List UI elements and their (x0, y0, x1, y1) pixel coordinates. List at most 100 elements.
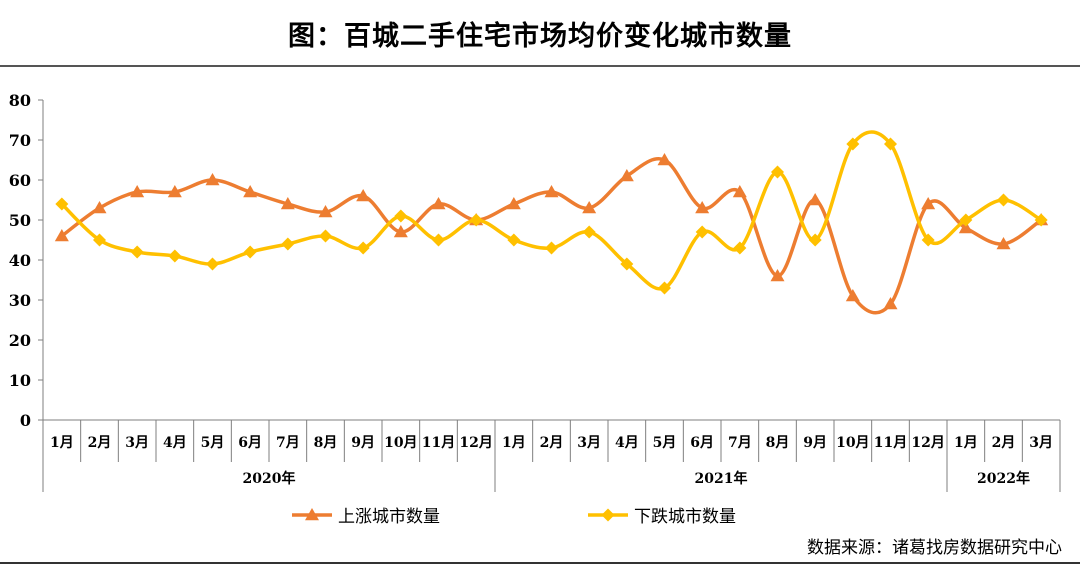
data-point-fall (921, 233, 935, 247)
x-tick-label: 7月 (276, 435, 300, 451)
footer-divider (0, 562, 1080, 564)
legend-label: 上涨城市数量 (338, 507, 440, 527)
data-point-fall (319, 229, 332, 243)
x-tick-label: 1月 (954, 435, 978, 451)
data-point-fall (582, 225, 596, 239)
data-point-rise (544, 185, 559, 198)
data-point-rise (921, 197, 936, 210)
data-point-rise (883, 297, 898, 310)
data-point-fall (658, 281, 671, 295)
y-tick-label: 20 (9, 331, 31, 350)
data-point-fall (394, 209, 408, 223)
legend-marker (601, 508, 615, 522)
data-point-fall (469, 213, 483, 227)
x-tick-label: 11月 (874, 435, 907, 451)
data-point-fall (243, 245, 257, 259)
source-note: 数据来源：诸葛找房数据研究中心 (807, 538, 1062, 558)
x-tick-label: 6月 (690, 435, 714, 451)
data-point-fall (1034, 213, 1048, 227)
data-point-fall (281, 237, 295, 251)
data-point-fall (507, 233, 521, 247)
x-tick-label: 6月 (238, 435, 262, 451)
data-point-rise (996, 237, 1011, 250)
legend-marker (305, 508, 319, 521)
x-tick-label: 9月 (351, 435, 375, 451)
data-point-rise (130, 185, 145, 198)
data-point-rise (657, 153, 672, 166)
data-point-rise (732, 185, 747, 198)
y-tick-label: 40 (9, 251, 31, 270)
data-point-rise (280, 197, 295, 210)
data-point-rise (54, 229, 69, 242)
y-tick-label: 70 (9, 131, 31, 150)
x-tick-label: 10月 (836, 435, 869, 451)
y-tick-label: 10 (9, 371, 31, 390)
y-tick-label: 30 (9, 291, 31, 310)
x-tick-label: 4月 (615, 435, 639, 451)
data-point-rise (770, 269, 785, 282)
y-tick-label: 0 (20, 411, 31, 430)
data-point-rise (92, 201, 107, 214)
x-tick-label: 8月 (314, 435, 338, 451)
data-point-rise (205, 173, 220, 186)
data-point-rise (619, 169, 634, 182)
data-point-rise (808, 193, 823, 206)
year-group-label: 2022年 (977, 470, 1030, 487)
x-tick-label: 3月 (125, 435, 149, 451)
data-point-rise (393, 225, 408, 238)
data-point-rise (695, 201, 710, 214)
x-tick-label: 8月 (766, 435, 790, 451)
data-point-fall (733, 241, 747, 255)
data-point-fall (55, 197, 69, 211)
data-point-rise (506, 197, 521, 210)
data-point-fall (93, 233, 106, 247)
data-point-fall (356, 241, 370, 255)
x-tick-label: 12月 (459, 435, 492, 451)
data-point-fall (771, 165, 784, 179)
x-tick-label: 12月 (911, 435, 944, 451)
year-group-label: 2020年 (243, 470, 296, 487)
y-tick-label: 80 (9, 91, 31, 110)
chart-title: 图：百城二手住宅市场均价变化城市数量 (288, 21, 792, 52)
x-tick-label: 3月 (577, 435, 601, 451)
title-divider (0, 65, 1080, 67)
data-point-rise (167, 185, 182, 198)
x-tick-label: 1月 (502, 435, 526, 451)
data-point-rise (582, 201, 597, 214)
data-point-fall (130, 245, 144, 259)
x-tick-label: 2月 (992, 435, 1016, 451)
data-point-fall (168, 249, 182, 263)
y-tick-label: 50 (9, 211, 31, 230)
data-point-fall (997, 193, 1010, 207)
x-tick-label: 3月 (1029, 435, 1053, 451)
x-tick-label: 2月 (540, 435, 564, 451)
x-tick-label: 2月 (88, 435, 112, 451)
legend-label: 下跌城市数量 (634, 507, 736, 527)
data-point-fall (206, 257, 219, 271)
data-point-rise (431, 197, 446, 210)
x-tick-label: 9月 (803, 435, 827, 451)
data-point-rise (318, 205, 333, 218)
x-tick-label: 1月 (50, 435, 74, 451)
data-point-fall (695, 225, 709, 239)
x-tick-label: 7月 (728, 435, 752, 451)
data-point-rise (356, 189, 371, 202)
y-tick-label: 60 (9, 171, 31, 190)
x-tick-label: 5月 (201, 435, 225, 451)
x-tick-label: 11月 (422, 435, 455, 451)
series-line-fall (60, 130, 1043, 291)
data-point-fall (432, 233, 445, 247)
data-point-fall (620, 257, 634, 271)
data-point-rise (845, 289, 860, 302)
data-point-fall (808, 233, 822, 247)
x-tick-label: 5月 (653, 435, 677, 451)
x-tick-label: 4月 (163, 435, 187, 451)
x-tick-label: 10月 (384, 435, 417, 451)
data-point-fall (959, 213, 973, 227)
year-group-label: 2021年 (695, 470, 748, 487)
data-point-rise (958, 221, 973, 234)
data-point-rise (243, 185, 258, 198)
data-point-fall (846, 137, 860, 151)
data-point-fall (884, 137, 897, 151)
